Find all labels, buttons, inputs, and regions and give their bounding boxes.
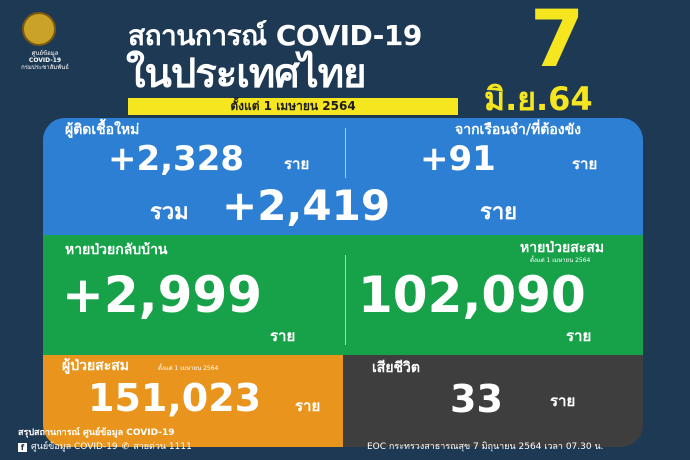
date-day: 7 <box>530 0 585 85</box>
org-line: COVID-19 <box>28 57 62 64</box>
org-line: กรมประชาสัมพันธ์ <box>21 64 69 71</box>
total-value: +2,419 <box>222 181 391 230</box>
divider <box>345 255 346 345</box>
footer-contacts: f ศูนย์ข้อมูล COVID-19 ✆ สายด่วน 1111 <box>18 442 192 453</box>
deaths-label: เสียชีวิต <box>372 360 420 376</box>
recovered-cum-unit: ราย <box>566 327 592 345</box>
facebook-page[interactable]: ศูนย์ข้อมูล COVID-19 <box>31 442 118 452</box>
footer-title: สรุปสถานการณ์ ศูนย์ข้อมูล COVID-19 <box>18 428 175 438</box>
subtitle: ตั้งแต่ 1 เมษายน 2564 <box>128 98 458 115</box>
recovered-value: +2,999 <box>62 266 263 324</box>
source-note: EOC กระทรวงสาธารณสุข 7 มิถุนายน 2564 เวล… <box>367 442 604 452</box>
total-label: รวม <box>150 200 189 225</box>
new-cases-value: +2,328 <box>108 139 245 179</box>
cum-cases-label: ผู้ป่วยสะสม <box>62 358 129 374</box>
prison-value: +91 <box>420 139 496 179</box>
facebook-icon: f <box>18 443 27 452</box>
deaths-value: 33 <box>450 377 503 421</box>
cumulative-cases-panel <box>43 355 343 447</box>
date-month-year: มิ.ย.64 <box>484 80 593 118</box>
title-line2: ในประเทศไทย <box>126 51 367 97</box>
recovered-unit: ราย <box>270 327 296 345</box>
recovered-cum-note: ตั้งแต่ 1 เมษายน 2564 <box>530 257 591 264</box>
cum-cases-note: ตั้งแต่ 1 เมษายน 2564 <box>158 365 219 372</box>
prison-unit: ราย <box>572 155 598 173</box>
org-line: ศูนย์ข้อมูล <box>31 50 59 57</box>
recovered-cum-label: หายป่วยสะสม <box>520 240 605 256</box>
recovered-cum-value: 102,090 <box>358 266 586 324</box>
total-unit: ราย <box>480 200 518 225</box>
new-cases-label: ผู้ติดเชื้อใหม่ <box>65 122 140 138</box>
new-cases-panel <box>43 118 643 235</box>
new-cases-unit: ราย <box>284 155 310 173</box>
phone-icon: ✆ <box>121 442 130 452</box>
prd-logo <box>22 12 56 46</box>
org-label: ศูนย์ข้อมูล COVID-19 กรมประชาสัมพันธ์ <box>10 50 80 71</box>
recovered-label: หายป่วยกลับบ้าน <box>65 242 168 258</box>
cum-cases-value: 151,023 <box>88 376 262 420</box>
divider <box>345 128 346 178</box>
prison-label: จากเรือนจำ/ที่ต้องขัง <box>455 122 581 138</box>
title-line1: สถานการณ์ COVID-19 <box>128 19 422 52</box>
recovered-panel <box>43 235 643 355</box>
deaths-unit: ราย <box>550 392 576 410</box>
hotline: สายด่วน 1111 <box>133 442 192 452</box>
deaths-panel <box>343 355 643 447</box>
cum-cases-unit: ราย <box>295 397 321 415</box>
